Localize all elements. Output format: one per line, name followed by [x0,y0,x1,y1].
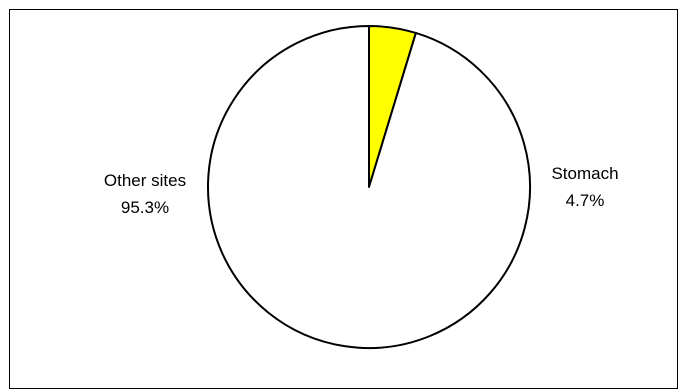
slice-label-other-sites: Other sites 95.3% [104,171,186,217]
pie-chart: Other sites 95.3% Stomach 4.7% [104,25,619,349]
slice-value-stomach: 4.7% [566,191,605,210]
slice-label-stomach: Stomach 4.7% [551,164,618,210]
slice-name-stomach: Stomach [551,164,618,183]
slice-name-other-sites: Other sites [104,171,186,190]
pie-slice-other-sites [207,25,531,349]
slice-value-other-sites: 95.3% [121,198,169,217]
pie-slices [207,25,531,349]
